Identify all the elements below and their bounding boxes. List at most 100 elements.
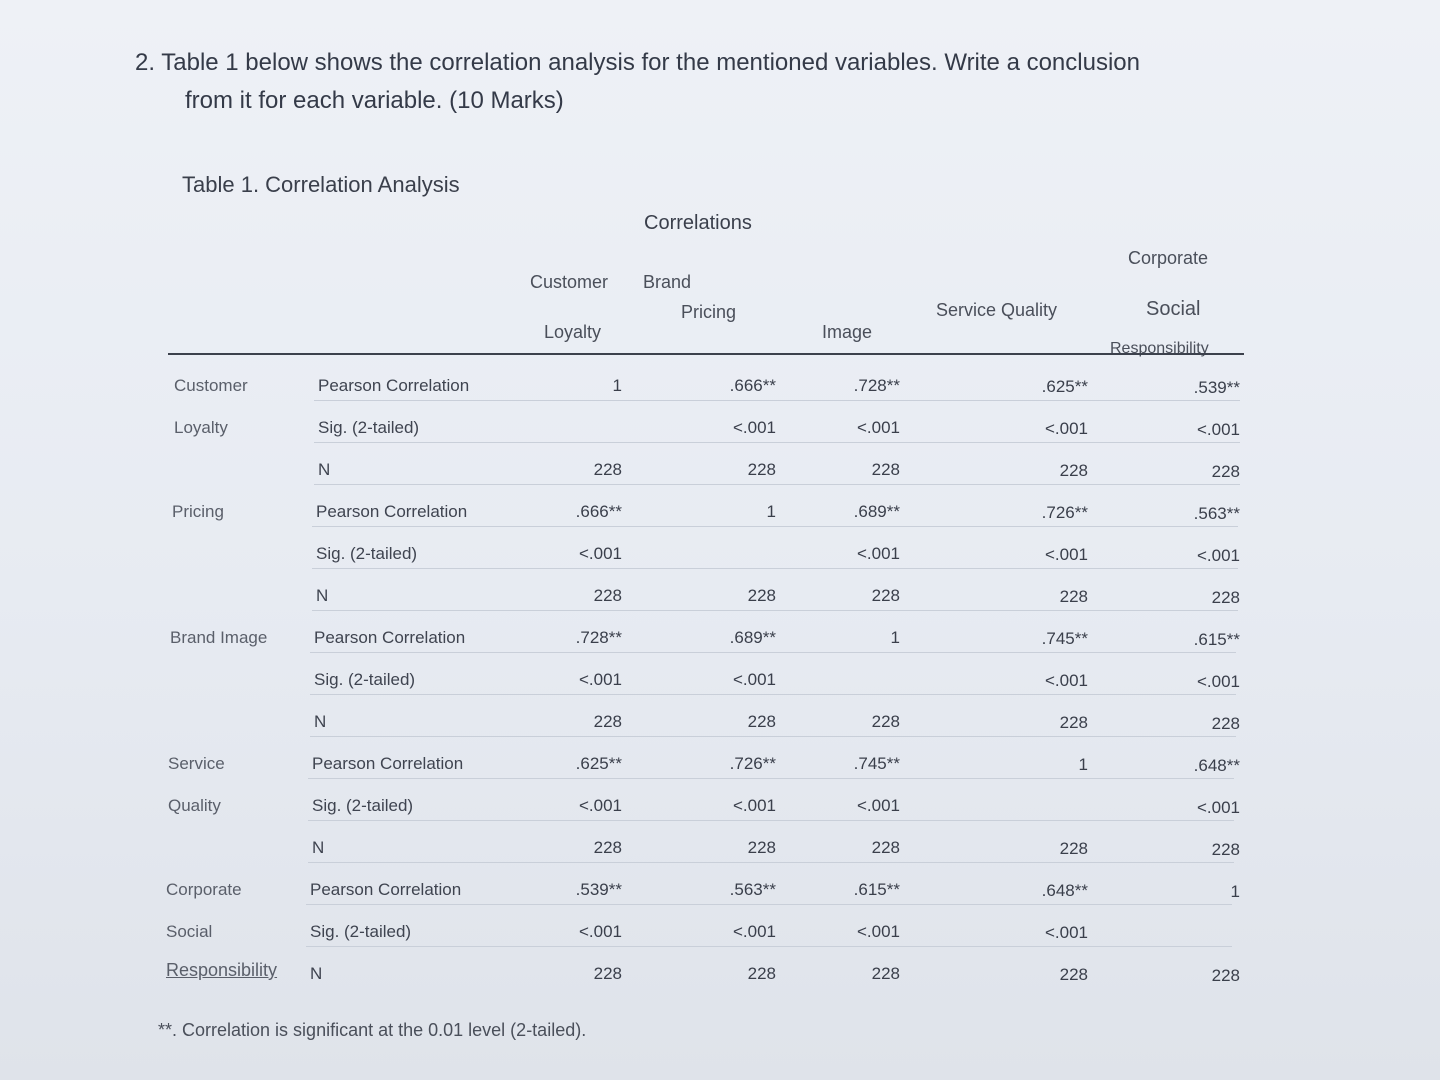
cell-service-quality-n-customer-loyalty: 228 bbox=[593, 838, 622, 857]
cell-service-quality-pearson-brand-image: .745** bbox=[853, 754, 900, 773]
row-divider bbox=[308, 862, 1234, 863]
cell-pricing-pearson-pricing: 1 bbox=[766, 502, 776, 521]
row-label-service-quality-2: Quality bbox=[168, 796, 221, 815]
cell-service-quality-sig-csr: <.001 bbox=[1196, 798, 1240, 817]
stat-label-sig: Sig. (2-tailed) bbox=[312, 796, 414, 815]
row-label-pricing-1: Pricing bbox=[172, 502, 224, 521]
cell-customer-loyalty-n-pricing: 228 bbox=[747, 460, 776, 479]
cell-csr-n-csr: 228 bbox=[1211, 966, 1240, 985]
row-divider bbox=[314, 400, 1240, 401]
stat-label-n: N bbox=[312, 838, 325, 857]
question-line-1: 2. Table 1 below shows the correlation a… bbox=[135, 49, 1140, 76]
cell-brand-image-n-brand-image: 228 bbox=[871, 712, 900, 731]
row-divider bbox=[312, 526, 1238, 527]
cell-customer-loyalty-n-service-quality: 228 bbox=[1059, 461, 1088, 480]
col-header-csr-3: Responsibility bbox=[1110, 340, 1209, 357]
cell-csr-pearson-service-quality: .648** bbox=[1041, 881, 1088, 900]
cell-csr-pearson-csr: 1 bbox=[1230, 882, 1240, 901]
cell-customer-loyalty-pearson-pricing: .666** bbox=[729, 376, 776, 395]
row-divider bbox=[314, 484, 1240, 485]
cell-pricing-n-brand-image: 228 bbox=[871, 586, 900, 605]
stat-label-pearson: Pearson Correlation bbox=[310, 880, 462, 899]
stat-label-pearson: Pearson Correlation bbox=[312, 754, 464, 773]
stat-label-pearson: Pearson Correlation bbox=[314, 628, 466, 647]
col-header-customer-loyalty-1: Customer bbox=[530, 272, 609, 292]
row-divider bbox=[310, 694, 1236, 695]
row-divider bbox=[308, 778, 1234, 779]
cell-service-quality-sig-brand-image: <.001 bbox=[856, 796, 900, 815]
stat-label-sig: Sig. (2-tailed) bbox=[316, 544, 418, 563]
col-header-brand-image-1: Brand bbox=[643, 272, 692, 292]
cell-csr-pearson-brand-image: .615** bbox=[853, 880, 900, 899]
cell-service-quality-sig-customer-loyalty: <.001 bbox=[578, 796, 622, 815]
col-header-csr-2: Social bbox=[1146, 298, 1201, 320]
stat-label-pearson: Pearson Correlation bbox=[318, 376, 470, 395]
row-label-customer-loyalty-1: Customer bbox=[174, 376, 248, 395]
cell-brand-image-sig-customer-loyalty: <.001 bbox=[578, 670, 622, 689]
cell-customer-loyalty-sig-pricing: <.001 bbox=[732, 418, 776, 437]
stat-label-sig: Sig. (2-tailed) bbox=[314, 670, 416, 689]
cell-customer-loyalty-sig-service-quality: <.001 bbox=[1044, 419, 1088, 438]
cell-customer-loyalty-pearson-brand-image: .728** bbox=[853, 376, 900, 395]
cell-brand-image-pearson-brand-image: 1 bbox=[890, 628, 900, 647]
cell-csr-pearson-pricing: .563** bbox=[729, 880, 776, 899]
cell-brand-image-pearson-csr: .615** bbox=[1193, 630, 1240, 649]
cell-brand-image-pearson-service-quality: .745** bbox=[1041, 629, 1088, 648]
col-header-brand-image-2: Image bbox=[822, 322, 873, 342]
cell-pricing-sig-service-quality: <.001 bbox=[1044, 545, 1088, 564]
cell-service-quality-pearson-customer-loyalty: .625** bbox=[575, 754, 622, 773]
cell-brand-image-n-customer-loyalty: 228 bbox=[593, 712, 622, 731]
stat-label-sig: Sig. (2-tailed) bbox=[310, 922, 412, 941]
cell-csr-sig-customer-loyalty: <.001 bbox=[578, 922, 622, 941]
cell-service-quality-n-service-quality: 228 bbox=[1059, 839, 1088, 858]
cell-service-quality-pearson-pricing: .726** bbox=[729, 754, 776, 773]
row-divider bbox=[310, 652, 1236, 653]
cell-customer-loyalty-pearson-csr: .539** bbox=[1193, 378, 1240, 397]
cell-csr-n-pricing: 228 bbox=[747, 964, 776, 983]
col-header-customer-loyalty-2: Loyalty bbox=[544, 322, 602, 342]
cell-pricing-pearson-customer-loyalty: .666** bbox=[575, 502, 622, 521]
cell-service-quality-sig-pricing: <.001 bbox=[732, 796, 776, 815]
cell-brand-image-sig-csr: <.001 bbox=[1196, 672, 1240, 691]
row-label-service-quality-1: Service bbox=[168, 754, 225, 773]
row-label-csr-1: Corporate bbox=[166, 880, 242, 899]
cell-csr-n-brand-image: 228 bbox=[871, 964, 900, 983]
cell-customer-loyalty-n-customer-loyalty: 228 bbox=[593, 460, 622, 479]
cell-csr-sig-pricing: <.001 bbox=[732, 922, 776, 941]
cell-brand-image-n-service-quality: 228 bbox=[1059, 713, 1088, 732]
row-label-csr-3: Responsibility bbox=[166, 960, 278, 980]
cell-service-quality-n-pricing: 228 bbox=[747, 838, 776, 857]
footnote: **. Correlation is significant at the 0.… bbox=[158, 1020, 587, 1040]
cell-brand-image-pearson-customer-loyalty: .728** bbox=[575, 628, 622, 647]
cell-csr-n-service-quality: 228 bbox=[1059, 965, 1088, 984]
cell-service-quality-pearson-service-quality: 1 bbox=[1078, 755, 1088, 774]
cell-pricing-sig-customer-loyalty: <.001 bbox=[578, 544, 622, 563]
cell-pricing-n-service-quality: 228 bbox=[1059, 587, 1088, 606]
cell-csr-sig-service-quality: <.001 bbox=[1044, 923, 1088, 942]
stat-label-pearson: Pearson Correlation bbox=[316, 502, 468, 521]
stat-label-n: N bbox=[310, 964, 323, 983]
cell-customer-loyalty-n-brand-image: 228 bbox=[871, 460, 900, 479]
cell-brand-image-n-csr: 228 bbox=[1211, 714, 1240, 733]
correlations-title: Correlations bbox=[644, 212, 752, 234]
stat-label-sig: Sig. (2-tailed) bbox=[318, 418, 420, 437]
cell-pricing-n-csr: 228 bbox=[1211, 588, 1240, 607]
cell-brand-image-sig-service-quality: <.001 bbox=[1044, 671, 1088, 690]
col-header-pricing: Pricing bbox=[681, 302, 737, 322]
cell-pricing-sig-brand-image: <.001 bbox=[856, 544, 900, 563]
cell-pricing-n-customer-loyalty: 228 bbox=[593, 586, 622, 605]
row-label-brand-image-1: Brand Image bbox=[170, 628, 268, 647]
row-divider bbox=[312, 568, 1238, 569]
table-title: Table 1. Correlation Analysis bbox=[182, 172, 460, 197]
cell-pricing-n-pricing: 228 bbox=[747, 586, 776, 605]
row-divider bbox=[306, 904, 1232, 905]
cell-csr-sig-brand-image: <.001 bbox=[856, 922, 900, 941]
stat-label-n: N bbox=[316, 586, 329, 605]
cell-brand-image-sig-pricing: <.001 bbox=[732, 670, 776, 689]
cell-pricing-pearson-service-quality: .726** bbox=[1041, 503, 1088, 522]
col-header-csr-1: Corporate bbox=[1128, 248, 1209, 268]
cell-csr-n-customer-loyalty: 228 bbox=[593, 964, 622, 983]
header-rule bbox=[168, 353, 1244, 355]
cell-customer-loyalty-sig-csr: <.001 bbox=[1196, 420, 1240, 439]
